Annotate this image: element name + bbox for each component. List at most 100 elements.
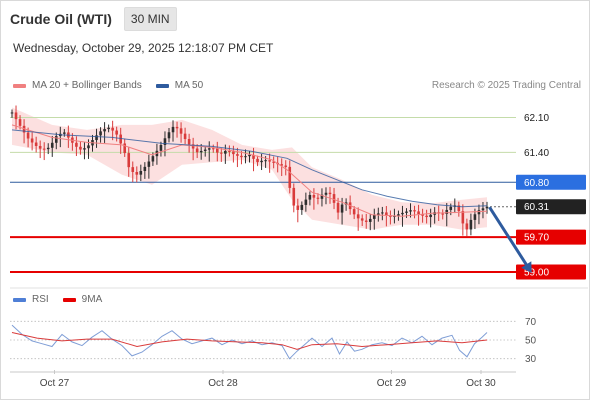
candle-down <box>336 202 340 213</box>
ma20-line <box>11 124 488 217</box>
main-legend: MA 20 + Bollinger Bands MA 50 <box>13 80 217 91</box>
candle-down <box>220 152 223 154</box>
candle-down <box>236 154 239 156</box>
level-tag-60.80 <box>516 174 586 190</box>
x-tick-label: Oct 29 <box>377 378 407 389</box>
candle-down <box>42 148 46 150</box>
candle-up <box>159 144 163 151</box>
level-tag-59.00 <box>516 264 586 280</box>
level-label-60.80: 60.80 <box>524 178 549 189</box>
legend-swatch-ma50 <box>155 83 169 88</box>
candle-down <box>417 211 420 215</box>
candle-up <box>377 213 380 215</box>
candle-down <box>256 158 259 163</box>
candle-up <box>63 132 66 134</box>
candle-up <box>260 160 263 163</box>
candle-up <box>203 149 207 151</box>
candle-down <box>79 146 82 150</box>
candle-up <box>401 212 404 215</box>
legend-swatch-rsi <box>13 297 26 302</box>
candle-down <box>119 134 122 144</box>
candle-up <box>147 161 151 167</box>
candle-up <box>368 218 372 222</box>
candle-up <box>54 136 58 143</box>
legend-label-ma20: MA 20 + Bollinger Bands <box>32 80 142 91</box>
header: Crude Oil (WTI) 30 MIN <box>10 7 177 31</box>
candle-down <box>26 132 30 139</box>
candle-up <box>381 212 384 214</box>
legend-label-9ma: 9MA <box>81 294 103 305</box>
candle-down <box>14 112 18 120</box>
legend-ma50: MA 50 <box>155 80 204 91</box>
level-label-61.40: 61.40 <box>524 148 549 159</box>
candle-up <box>429 214 432 218</box>
candle-up <box>372 214 376 219</box>
candle-down <box>284 165 288 167</box>
rsi-ma-line <box>11 332 488 350</box>
candle-down <box>465 223 469 230</box>
candle-up <box>207 148 211 150</box>
candle-up <box>473 214 477 220</box>
legend-swatch-9ma <box>62 297 76 302</box>
rsi-level-label-50: 50 <box>525 336 537 347</box>
candle-up <box>320 194 324 199</box>
legend-rsi: RSI <box>13 294 49 305</box>
level-label-60.31: 60.31 <box>524 202 549 213</box>
candle-up <box>83 148 86 150</box>
candle-down <box>232 151 235 155</box>
candle-up <box>405 211 408 213</box>
candle-up <box>151 156 155 162</box>
candle-down <box>441 213 445 215</box>
candle-up <box>264 160 267 162</box>
interval-button[interactable]: 30 MIN <box>123 7 177 31</box>
candle-down <box>111 127 114 131</box>
level-label-59.00: 59.00 <box>524 268 549 279</box>
candle-down <box>296 205 300 210</box>
candle-up <box>103 129 106 132</box>
level-label-59.70: 59.70 <box>524 233 549 244</box>
candle-up <box>477 210 481 215</box>
forecast-arrow-head <box>521 261 532 273</box>
candle-up <box>485 206 489 209</box>
candle-up <box>409 210 412 212</box>
candle-down <box>191 144 195 149</box>
candle-up <box>95 135 98 141</box>
legend-label-ma50: MA 50 <box>174 80 204 91</box>
candle-down <box>385 212 388 216</box>
candle-down <box>332 194 336 203</box>
candle-down <box>272 161 275 163</box>
candle-up <box>87 145 90 149</box>
candle-down <box>34 142 38 146</box>
candle-up <box>397 214 400 216</box>
ma50-line <box>11 129 488 208</box>
candle-up <box>99 131 102 136</box>
candle-up <box>340 204 344 213</box>
candle-down <box>316 197 320 199</box>
candle-up <box>163 138 167 145</box>
candle-up <box>171 126 175 133</box>
candle-down <box>292 187 296 206</box>
candle-up <box>304 199 308 205</box>
candle-up <box>469 219 473 230</box>
candle-down <box>328 192 332 195</box>
candle-down <box>413 210 416 212</box>
x-tick-label: Oct 30 <box>466 378 496 389</box>
candle-down <box>187 139 191 145</box>
candle-down <box>195 148 199 153</box>
forecast-arrow-shaft <box>488 206 531 271</box>
timestamp: Wednesday, October 29, 2025 12:18:07 PM … <box>13 41 274 55</box>
candle-up <box>248 154 251 157</box>
candle-down <box>127 153 131 168</box>
legend-9ma: 9MA <box>62 294 103 305</box>
candle-up <box>143 166 147 171</box>
level-label-62.10: 62.10 <box>524 113 549 124</box>
level-tag-60.31 <box>516 199 586 215</box>
candle-up <box>481 208 485 211</box>
instrument-title: Crude Oil (WTI) <box>10 11 112 27</box>
legend-label-rsi: RSI <box>32 294 49 305</box>
candle-up <box>445 209 449 214</box>
candle-down <box>240 155 243 158</box>
candle-down <box>360 218 364 221</box>
candle-down <box>312 194 316 198</box>
